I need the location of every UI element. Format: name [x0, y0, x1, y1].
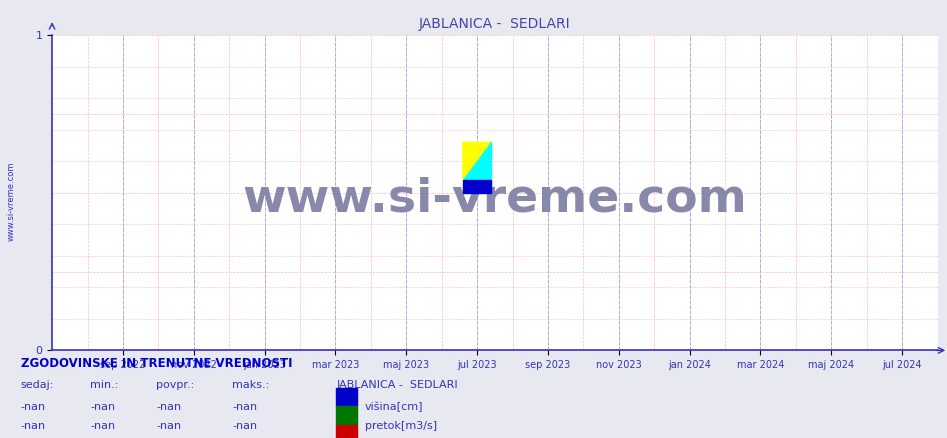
Text: ZGODOVINSKE IN TRENUTNE VREDNOSTI: ZGODOVINSKE IN TRENUTNE VREDNOSTI: [21, 357, 293, 370]
Bar: [336, 406, 357, 425]
Text: -nan: -nan: [90, 421, 116, 431]
Text: JABLANICA -  SEDLARI: JABLANICA - SEDLARI: [336, 380, 457, 390]
Text: -nan: -nan: [156, 402, 182, 412]
Title: JABLANICA -  SEDLARI: JABLANICA - SEDLARI: [419, 17, 571, 31]
Bar: [463, 180, 491, 193]
Text: -nan: -nan: [21, 421, 46, 431]
Text: maks.:: maks.:: [232, 380, 269, 390]
Polygon shape: [463, 142, 491, 180]
Text: sedaj:: sedaj:: [21, 380, 54, 390]
Text: www.si-vreme.com: www.si-vreme.com: [7, 162, 16, 241]
Text: -nan: -nan: [90, 402, 116, 412]
Bar: [336, 425, 357, 438]
Text: -nan: -nan: [156, 421, 182, 431]
Text: www.si-vreme.com: www.si-vreme.com: [242, 177, 747, 222]
Text: -nan: -nan: [21, 402, 46, 412]
Text: pretok[m3/s]: pretok[m3/s]: [365, 421, 437, 431]
Text: -nan: -nan: [232, 402, 258, 412]
Text: povpr.:: povpr.:: [156, 380, 194, 390]
Text: -nan: -nan: [232, 421, 258, 431]
Polygon shape: [463, 142, 491, 180]
Bar: [336, 388, 357, 406]
Text: višina[cm]: višina[cm]: [365, 402, 423, 413]
Text: min.:: min.:: [90, 380, 118, 390]
